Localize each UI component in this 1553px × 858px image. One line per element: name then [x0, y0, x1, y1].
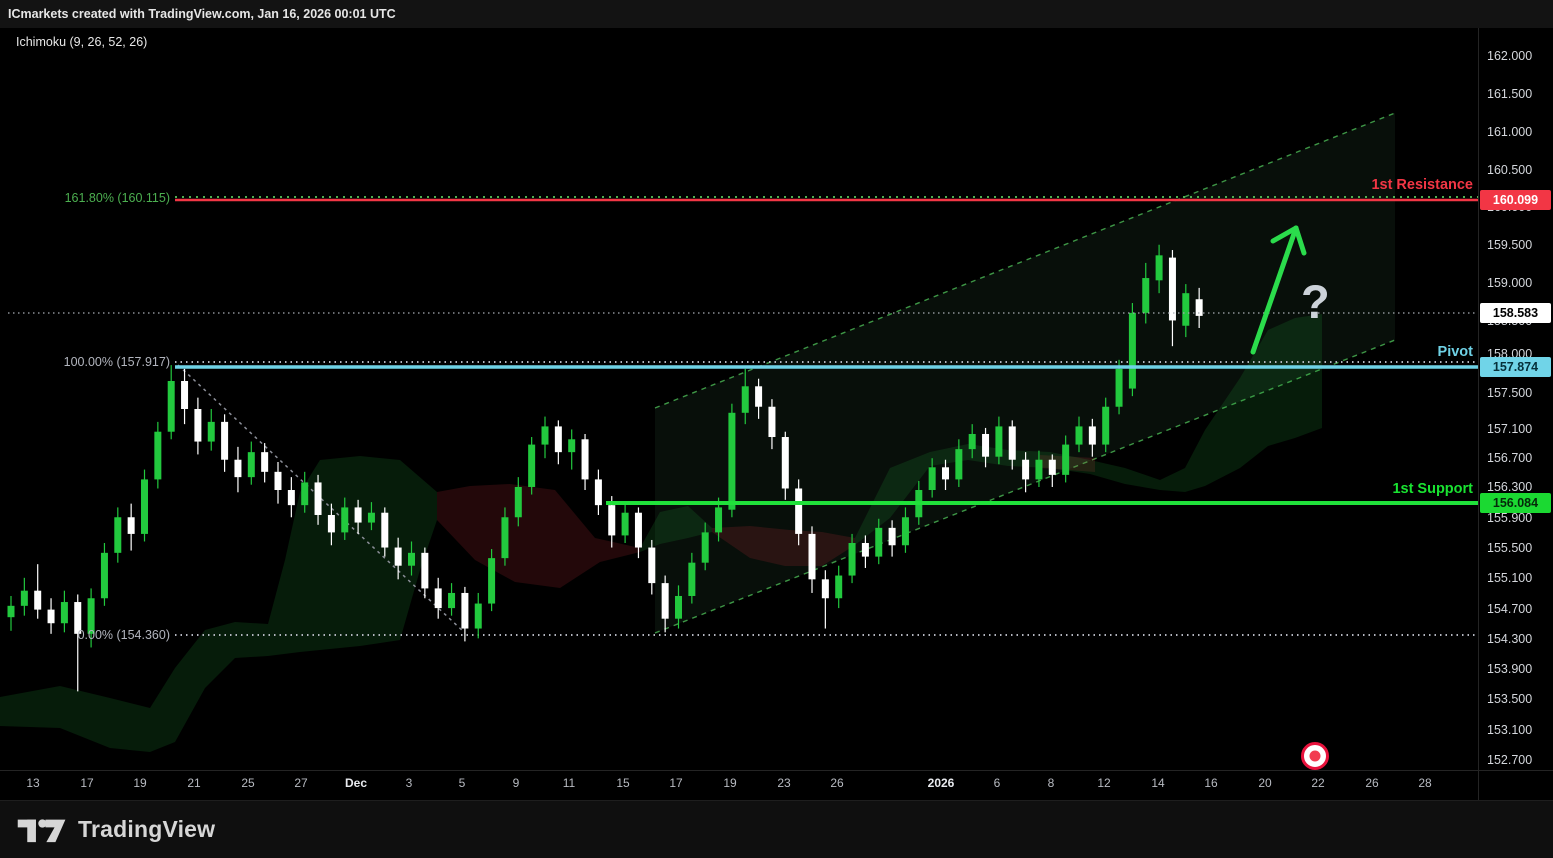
support-line-label[interactable]: 1st Support	[1392, 481, 1473, 497]
time-axis-tick: 26	[830, 776, 844, 790]
ichimoku-indicator-label[interactable]: Ichimoku (9, 26, 52, 26)	[16, 35, 148, 49]
time-axis-tick: 12	[1097, 776, 1111, 790]
tradingview-logo-icon	[17, 818, 66, 842]
time-axis-tick: 3	[405, 776, 413, 790]
price-axis-tick: 154.300	[1487, 632, 1533, 646]
time-axis-tick: 20	[1258, 776, 1272, 790]
time-axis-tick: 26	[1365, 776, 1379, 790]
pivot-line-label[interactable]: Pivot	[1437, 344, 1473, 360]
support-price-badge: 156.084	[1480, 493, 1551, 513]
pivot-price-badge: 157.874	[1480, 357, 1551, 377]
snapshot-header: ICmarkets created with TradingView.com, …	[0, 0, 1553, 28]
time-axis-tick: 25	[241, 776, 255, 790]
time-axis-tick: 28	[1418, 776, 1432, 790]
tradingview-logo[interactable]: TradingView	[16, 812, 215, 848]
resistance-price-badge: 160.099	[1480, 190, 1551, 210]
time-axis-tick: 9	[512, 776, 520, 790]
time-axis-tick: Dec	[344, 776, 368, 790]
time-axis-tick: 2026	[927, 776, 955, 790]
price-axis-tick: 156.300	[1487, 480, 1533, 494]
time-axis-tick: 21	[187, 776, 201, 790]
price-axis-tick: 153.100	[1487, 723, 1533, 737]
candles-layer	[7, 244, 1203, 692]
price-axis-tick: 161.000	[1487, 125, 1533, 139]
time-axis-tick: 6	[993, 776, 1001, 790]
question-mark-annotation[interactable]: ?	[1301, 275, 1330, 328]
fib-level-0-label[interactable]: 0.00% (154.360)	[77, 628, 170, 642]
ichimoku-cloud	[0, 314, 1322, 752]
time-axis-tick: 15	[616, 776, 630, 790]
resistance-line-label[interactable]: 1st Resistance	[1371, 177, 1473, 193]
price-axis-tick: 154.700	[1487, 602, 1533, 616]
price-axis-tick: 152.700	[1487, 753, 1533, 767]
time-axis-tick: 13	[26, 776, 40, 790]
time-axis-tick: 22	[1311, 776, 1325, 790]
time-axis-tick: 23	[777, 776, 791, 790]
price-axis-tick: 159.000	[1487, 276, 1533, 290]
price-axis-tick: 157.500	[1487, 386, 1533, 400]
price-axis[interactable]: 162.000161.500161.000160.500160.000159.5…	[1478, 28, 1553, 770]
price-axis-tick: 153.500	[1487, 692, 1533, 706]
last-price-badge: 158.583	[1480, 303, 1551, 323]
time-axis-tick: 11	[562, 776, 576, 790]
price-axis-tick: 157.100	[1487, 422, 1533, 436]
time-axis-tick: 17	[80, 776, 94, 790]
footer-bar: TradingView	[0, 800, 1553, 858]
time-axis[interactable]: 13 17 19 21 25 27 Dec 3 5 9 11 15 17 19 23 26 2026 6 8 12 14…	[0, 770, 1478, 800]
time-axis-tick: 14	[1151, 776, 1165, 790]
time-axis-tick: 8	[1047, 776, 1055, 790]
price-axis-tick: 159.500	[1487, 238, 1533, 252]
time-axis-tick: 17	[669, 776, 683, 790]
price-axis-tick: 153.900	[1487, 662, 1533, 676]
time-axis-tick: 19	[133, 776, 147, 790]
record-icon[interactable]	[1301, 742, 1329, 770]
price-axis-tick: 156.700	[1487, 451, 1533, 465]
time-axis-tick: 27	[294, 776, 308, 790]
level-lines[interactable]	[8, 196, 1478, 505]
price-axis-tick: 161.500	[1487, 87, 1533, 101]
up-arrow-annotation[interactable]	[1250, 225, 1307, 355]
time-axis-tick: 16	[1204, 776, 1218, 790]
price-axis-tick: 160.500	[1487, 163, 1533, 177]
price-axis-divider	[1478, 28, 1479, 800]
fib-level-161-label[interactable]: 161.80% (160.115)	[64, 191, 170, 205]
fib-level-100-label[interactable]: 100.00% (157.917)	[63, 355, 170, 369]
time-axis-tick: 5	[458, 776, 466, 790]
price-axis-tick: 155.100	[1487, 571, 1533, 585]
tradingview-logo-text: TradingView	[78, 816, 216, 842]
snapshot-title: ICmarkets created with TradingView.com, …	[8, 7, 396, 21]
price-axis-tick: 155.900	[1487, 511, 1533, 525]
time-axis-tick: 19	[723, 776, 737, 790]
price-axis-tick: 162.000	[1487, 49, 1533, 63]
time-axis-divider	[0, 770, 1553, 771]
price-axis-tick: 155.500	[1487, 541, 1533, 555]
